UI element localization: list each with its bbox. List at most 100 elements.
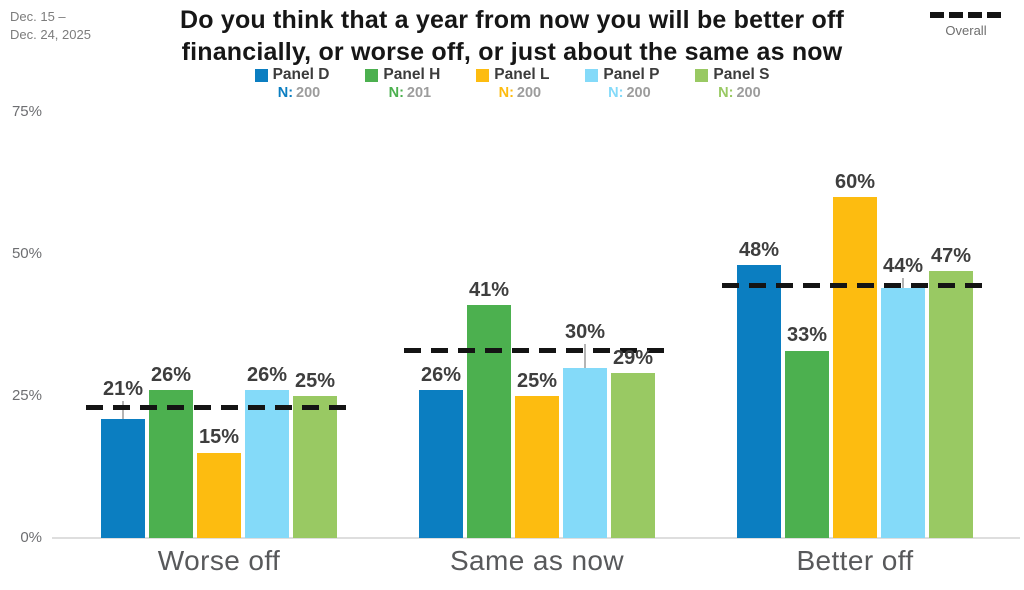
legend-label: Panel P — [603, 66, 660, 83]
legend-swatch-icon — [695, 68, 709, 82]
bar-column-panel-p-better-off: 44% — [881, 112, 925, 538]
bar-value-label: 33% — [786, 324, 828, 347]
x-axis-label-worse-off: Worse off — [157, 545, 281, 576]
legend-n-prefix: N: — [277, 85, 294, 101]
bar-value-label: 60% — [834, 170, 876, 193]
bar-panel-d-worse-off — [101, 418, 145, 538]
bar-panel-l-same-as-now — [515, 396, 559, 538]
x-axis-labels: Worse off Same as now Better off — [60, 545, 1014, 577]
bar-column-panel-p-worse-off: 26% — [245, 112, 289, 538]
bar-panel-h-same-as-now — [467, 305, 511, 538]
bar-column-panel-s-same-as-now: 29% — [611, 112, 655, 538]
bar-column-panel-l-better-off: 60% — [833, 112, 877, 538]
bar-column-panel-d-better-off: 48% — [737, 112, 781, 538]
bar-column-panel-s-better-off: 47% — [929, 112, 973, 538]
date-range-line1: Dec. 15 – — [10, 9, 66, 24]
overall-dashed-line-icon — [930, 12, 1002, 18]
legend-n-value: 200 — [626, 85, 651, 101]
legend-sample-size: N: 200 — [585, 85, 659, 101]
legend-label: Panel D — [272, 66, 330, 83]
bar-value-label: 48% — [738, 238, 780, 261]
legend-item-panel-h: Panel H N: 201 — [365, 66, 440, 101]
bar-panel-p-same-as-now — [563, 367, 607, 538]
y-axis-tick-label: 0% — [20, 529, 42, 546]
legend-swatch-icon — [476, 68, 490, 82]
bar-panel-l-worse-off — [197, 452, 241, 538]
y-axis-tick-label: 25% — [11, 387, 42, 404]
bar-column-panel-l-worse-off: 15% — [197, 112, 241, 538]
overall-dashed-line-worse-off — [86, 404, 352, 410]
overall-legend-label: Overall — [945, 23, 987, 38]
x-axis-label-better-off: Better off — [796, 545, 914, 576]
legend-n-value: 200 — [296, 85, 321, 101]
bar-panel-d-better-off — [737, 265, 781, 538]
bar-group-worse-off: 21% 26% 15% 26% 25% — [60, 112, 378, 538]
legend-sample-size: N: 200 — [695, 85, 769, 101]
bar-value-label: 25% — [516, 369, 558, 392]
legend-sample-size: N: 201 — [365, 85, 440, 101]
bar-value-label: 15% — [198, 426, 240, 449]
y-axis: 0% 25% 50% 75% — [0, 103, 42, 546]
label-leader-line — [584, 343, 586, 368]
bar-value-label: 41% — [468, 278, 510, 301]
legend-swatch-icon — [254, 68, 268, 82]
legend-n-value: 200 — [736, 85, 761, 101]
legend-n-prefix: N: — [718, 85, 734, 101]
legend-item-panel-d: Panel D N: 200 — [254, 66, 330, 101]
legend-n-prefix: N: — [498, 85, 514, 101]
legend-n-value: 200 — [516, 85, 542, 101]
bar-column-panel-d-same-as-now: 26% — [419, 112, 463, 538]
bar-panel-s-same-as-now — [611, 373, 655, 538]
legend-sample-size: N: 200 — [476, 85, 549, 101]
legend-sample-size: N: 200 — [255, 85, 330, 101]
legend-item-panel-s: Panel S N: 200 — [695, 66, 769, 101]
bar-value-label: 26% — [420, 363, 462, 386]
chart-title-line2: financially, or worse off, or just about… — [181, 37, 843, 66]
bar-value-label: 25% — [294, 369, 336, 392]
overall-dashed-line-same-as-now — [404, 348, 670, 354]
bar-value-label: 47% — [930, 244, 972, 267]
bar-column-panel-h-better-off: 33% — [785, 112, 829, 538]
legend-n-prefix: N: — [608, 85, 624, 101]
legend-label: Panel L — [494, 66, 550, 83]
legend-label: Panel S — [713, 66, 770, 83]
bar-panel-d-same-as-now — [419, 390, 463, 538]
bar-column-panel-s-worse-off: 25% — [293, 112, 337, 538]
bar-value-label: 21% — [102, 377, 144, 400]
bar-value-label: 29% — [612, 346, 654, 369]
bar-panel-h-worse-off — [149, 390, 193, 538]
bar-column-panel-h-same-as-now: 41% — [467, 112, 511, 538]
overall-dashed-line-better-off — [722, 282, 988, 288]
bar-panel-p-worse-off — [245, 390, 289, 538]
plot-area: 21% 26% 15% 26% 25% 26% 41% 25% 30% 29% 48% 33% 60% 4… — [60, 112, 1014, 538]
legend-swatch-icon — [585, 68, 599, 82]
legend-n-value: 201 — [406, 85, 432, 101]
panel-legend: Panel D N: 200 Panel H N: 201 Panel L N: 200 Pane… — [0, 66, 1024, 101]
bar-group-same-as-now: 26% 41% 25% 30% 29% — [378, 112, 696, 538]
date-range: Dec. 15 – Dec. 24, 2025 — [10, 8, 91, 44]
legend-item-panel-l: Panel L N: 200 — [476, 66, 549, 101]
bar-value-label: 26% — [246, 363, 288, 386]
bar-value-label: 44% — [882, 255, 924, 278]
bar-column-panel-l-same-as-now: 25% — [515, 112, 559, 538]
legend-swatch-icon — [365, 68, 379, 82]
bar-panel-h-better-off — [785, 350, 829, 538]
chart-title: Do you think that a year from now you wi… — [120, 5, 904, 68]
legend-item-panel-p: Panel P N: 200 — [585, 66, 659, 101]
bar-column-panel-p-same-as-now: 30% — [563, 112, 607, 538]
bar-value-label: 26% — [150, 363, 192, 386]
bar-panel-s-worse-off — [293, 396, 337, 538]
y-axis-tick-label: 75% — [11, 103, 42, 120]
legend-n-prefix: N: — [388, 85, 404, 101]
bar-column-panel-d-worse-off: 21% — [101, 112, 145, 538]
bar-group-better-off: 48% 33% 60% 44% 47% — [696, 112, 1014, 538]
bar-column-panel-h-worse-off: 26% — [149, 112, 193, 538]
legend-label: Panel H — [383, 66, 441, 83]
bar-panel-l-better-off — [833, 197, 877, 538]
chart-title-line1: Do you think that a year from now you wi… — [179, 6, 845, 34]
overall-legend: Overall — [924, 12, 1008, 38]
y-axis-tick-label: 50% — [11, 245, 42, 262]
x-axis-baseline — [52, 537, 1020, 539]
x-axis-label-same-as-now: Same as now — [449, 545, 625, 576]
bar-value-label: 30% — [564, 320, 606, 343]
